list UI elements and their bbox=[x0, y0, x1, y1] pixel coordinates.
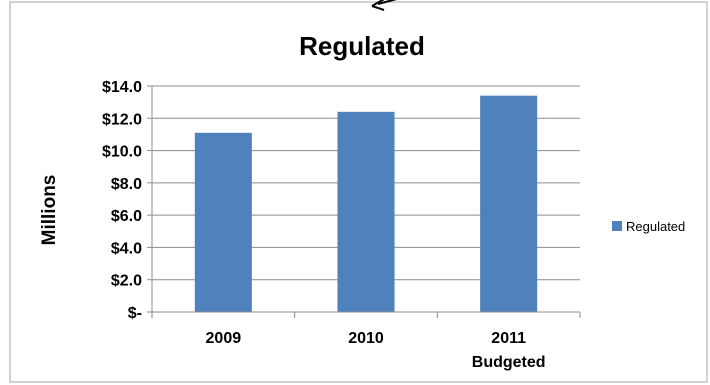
y-tick-label: $2.0 bbox=[111, 273, 142, 290]
y-tick-label: $10.0 bbox=[102, 144, 142, 161]
y-tick-label: $6.0 bbox=[111, 208, 142, 225]
x-tick-label: 2011 bbox=[491, 330, 526, 347]
chart-title: Regulated bbox=[299, 31, 425, 61]
bar-2011 bbox=[480, 95, 538, 312]
y-tick-label: $8.0 bbox=[111, 176, 142, 193]
y-axis-label: Millions bbox=[39, 175, 60, 246]
bar-2009 bbox=[194, 132, 252, 312]
y-tick-label: $14.0 bbox=[102, 79, 142, 96]
x-tick-label: 2009 bbox=[206, 330, 242, 347]
y-tick-label: $4.0 bbox=[111, 240, 142, 257]
legend-swatch bbox=[612, 221, 622, 231]
y-tick-labels: $- $2.0 $4.0 $6.0 $8.0 $10.0 $12.0 $14.0 bbox=[102, 79, 142, 322]
axes bbox=[147, 85, 581, 318]
y-tick-label: $12.0 bbox=[102, 111, 142, 128]
x-tick-labels: 2009 2010 2011 Budgeted bbox=[206, 330, 546, 371]
bars bbox=[194, 95, 538, 312]
x-tick-label: 2010 bbox=[348, 330, 384, 347]
legend-label: Regulated bbox=[626, 219, 685, 234]
bar-2010 bbox=[337, 111, 395, 312]
x-tick-label: Budgeted bbox=[472, 354, 546, 371]
y-tick-label: $- bbox=[128, 305, 142, 322]
legend: Regulated bbox=[612, 219, 685, 234]
annotation-arrow bbox=[371, 0, 397, 11]
